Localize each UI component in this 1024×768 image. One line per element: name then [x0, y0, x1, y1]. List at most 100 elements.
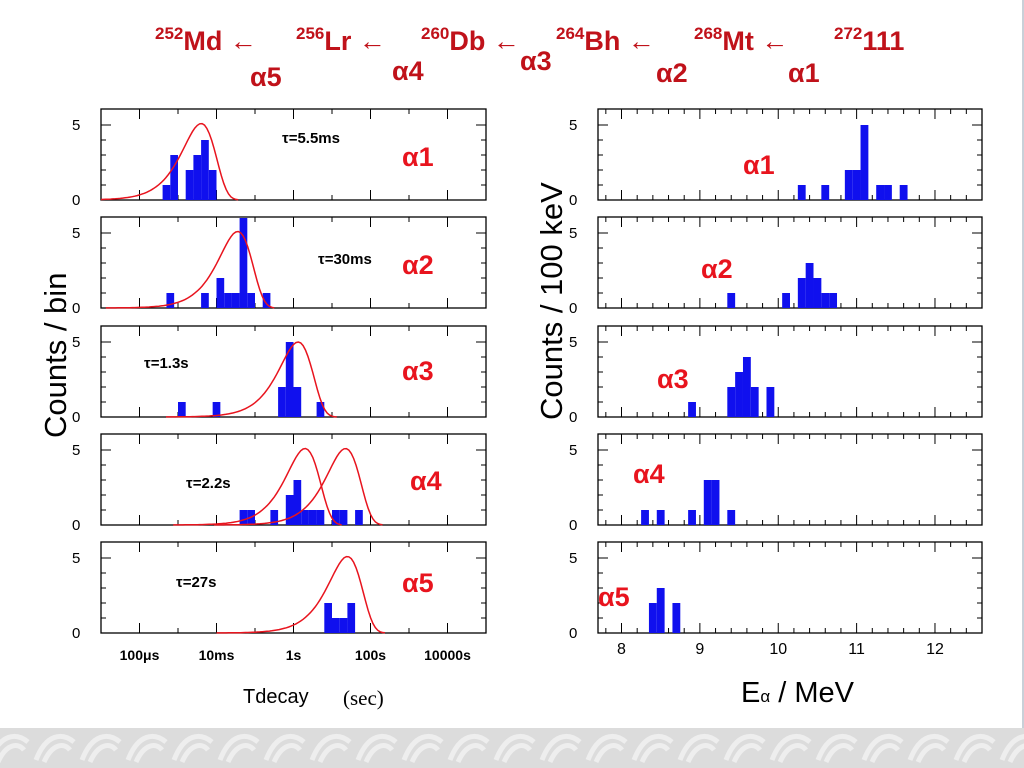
- energy-xtick-label-4: 12: [926, 641, 944, 658]
- energy-xtick-label-0: 8: [617, 641, 626, 658]
- energy-alpha4-bar-1: [656, 510, 665, 525]
- energy-alpha1-bar-5: [876, 185, 885, 200]
- energy-alpha2-ytick-0: 0: [569, 300, 577, 317]
- footer-swirl: [493, 733, 536, 764]
- energy-alpha5-ytick-0: 0: [569, 625, 577, 642]
- time-alpha5-alpha-label: α5: [402, 568, 434, 598]
- footer-swirl: [769, 733, 812, 764]
- chain-alpha5-label: α5: [250, 62, 282, 92]
- energy-xtick-label-2: 10: [769, 641, 787, 658]
- energy-alpha4-bar-3: [703, 480, 712, 525]
- left-x-axis-unit: (sec): [343, 686, 384, 710]
- time-alpha5-bar-0: [324, 603, 332, 633]
- energy-alpha2-bar-3: [805, 263, 814, 308]
- time-alpha2-ytick-5: 5: [72, 225, 80, 242]
- time-alpha5-fit-curve-0: [216, 555, 385, 634]
- time-alpha3-tau-label: τ=1.3s: [144, 355, 189, 372]
- time-alpha1-bar-2: [185, 170, 194, 200]
- footer-swirl: [907, 733, 950, 764]
- time-alpha1-ytick-0: 0: [72, 192, 80, 209]
- nuclide-db: 260Db ←: [421, 24, 520, 56]
- chain-alpha3-label: α3: [520, 46, 552, 76]
- time-alpha3-bar-5: [316, 402, 325, 417]
- time-alpha1-bar-4: [201, 140, 209, 200]
- footer-swirl: [677, 733, 720, 764]
- energy-alpha3-bar-4: [750, 387, 759, 417]
- time-alpha2-bar-6: [247, 293, 255, 308]
- time-alpha1-bar-5: [208, 170, 217, 200]
- time-alpha3-bar-4: [293, 387, 302, 417]
- time-alpha2-bar-5: [239, 218, 248, 308]
- energy-alpha3-ytick-0: 0: [569, 409, 577, 426]
- time-alpha4-bar-10: [355, 510, 363, 525]
- time-alpha3-bar-3: [285, 342, 294, 417]
- energy-alpha4-alpha-label: α4: [633, 459, 665, 489]
- footer-swirl: [125, 733, 168, 764]
- energy-alpha4-bar-2: [688, 510, 696, 525]
- energy-alpha3-bar-5: [766, 387, 775, 417]
- footer-swirl: [33, 733, 76, 764]
- footer-swirl: [401, 733, 444, 764]
- time-alpha4-alpha-label: α4: [410, 466, 442, 496]
- footer-swirl: [171, 733, 214, 764]
- time-alpha3-ytick-5: 5: [72, 334, 80, 351]
- energy-alpha2-bar-1: [782, 293, 790, 308]
- time-alpha2-ytick-0: 0: [72, 300, 80, 317]
- energy-alpha2-alpha-label: α2: [701, 254, 733, 284]
- energy-alpha1-ytick-5: 5: [569, 117, 577, 134]
- time-alpha4-bar-9: [339, 510, 348, 525]
- chain-alpha4-label: α4: [392, 56, 424, 86]
- energy-alpha1-bar-3: [852, 170, 861, 200]
- time-alpha1-ytick-5: 5: [72, 117, 80, 134]
- energy-alpha1-bar-0: [797, 185, 806, 200]
- footer-swirl: [631, 733, 674, 764]
- energy-alpha3-ytick-5: 5: [569, 334, 577, 351]
- energy-alpha1-bar-6: [884, 185, 892, 200]
- nuclide-lr: 256Lr ←: [296, 24, 386, 56]
- time-alpha4-ytick-5: 5: [72, 442, 80, 459]
- nuclide-md: 252Md ←: [155, 24, 257, 56]
- energy-alpha5-ytick-5: 5: [569, 550, 577, 567]
- energy-alpha1-frame: [597, 108, 983, 201]
- time-alpha4-bar-5: [301, 510, 309, 525]
- nuclide-111: 272111: [834, 24, 905, 56]
- time-alpha2-bar-4: [231, 293, 240, 308]
- time-alpha4-bar-7: [316, 510, 325, 525]
- footer-swirl: [953, 733, 996, 764]
- energy-alpha4-bar-0: [641, 510, 649, 525]
- time-alpha2-bar-3: [224, 293, 232, 308]
- energy-alpha2-ytick-5: 5: [569, 225, 577, 242]
- footer-swirl: [815, 733, 858, 764]
- time-alpha5-bar-1: [332, 618, 340, 633]
- time-alpha4-bar-4: [293, 480, 302, 525]
- energy-alpha2-bar-5: [821, 293, 830, 308]
- time-alpha4-bar-2: [270, 510, 279, 525]
- footer-swirl: [355, 733, 398, 764]
- energy-alpha3-frame: [597, 325, 983, 418]
- time-xtick-label-3: 100s: [355, 647, 386, 663]
- time-alpha4-ytick-0: 0: [72, 517, 80, 534]
- footer-swirl: [263, 733, 306, 764]
- footer-swirl: [539, 733, 582, 764]
- energy-alpha4-ytick-0: 0: [569, 517, 577, 534]
- time-alpha4-bar-8: [332, 510, 340, 525]
- footer-swirl: [585, 733, 628, 764]
- time-alpha1-bar-0: [162, 185, 171, 200]
- energy-alpha1-bar-7: [899, 185, 908, 200]
- footer-swirl: [0, 733, 30, 764]
- time-alpha5-ytick-0: 0: [72, 625, 80, 642]
- footer-swirl: [79, 733, 122, 764]
- time-alpha4-tau-label: τ=2.2s: [186, 475, 231, 492]
- footer-decor-band: [0, 728, 1024, 768]
- time-alpha3-bar-1: [212, 402, 221, 417]
- nuclide-bh: 264Bh ←: [556, 24, 655, 56]
- time-alpha3-ytick-0: 0: [72, 409, 80, 426]
- chain-alpha2-label: α2: [656, 58, 688, 88]
- time-alpha2-fit-curve-0: [105, 230, 275, 309]
- time-xtick-label-0: 100μs: [120, 647, 160, 663]
- footer-swirl: [309, 733, 352, 764]
- energy-alpha1-alpha-label: α1: [743, 150, 775, 180]
- energy-alpha5-bar-0: [648, 603, 657, 633]
- left-x-axis-label: Tdecay: [243, 686, 309, 708]
- decay-histogram-panels: 0 5 τ=5.5ms α1 0 5 τ=30ms α2 0 5 τ=1.3s α3 0 5 τ=2.2s α…: [72, 108, 983, 663]
